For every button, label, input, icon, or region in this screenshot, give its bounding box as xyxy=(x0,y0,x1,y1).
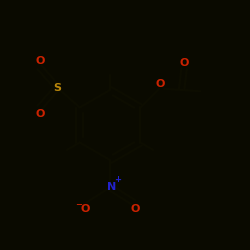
Text: −: − xyxy=(75,200,82,209)
Text: O: O xyxy=(156,79,165,89)
Text: O: O xyxy=(130,204,140,214)
Text: O: O xyxy=(179,58,189,68)
Text: S: S xyxy=(53,82,61,92)
Text: O: O xyxy=(35,109,44,119)
Text: O: O xyxy=(35,56,44,66)
Text: N: N xyxy=(106,182,116,192)
Text: +: + xyxy=(114,175,121,184)
Text: O: O xyxy=(80,204,90,214)
